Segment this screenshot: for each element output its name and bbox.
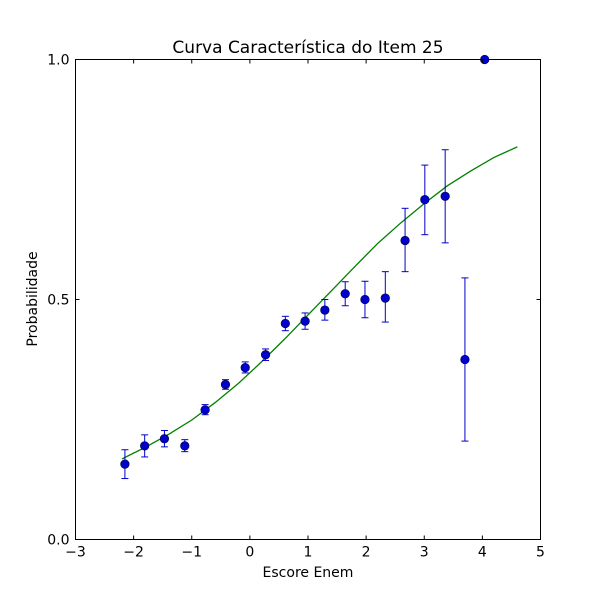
data-point [180,441,190,451]
data-point [400,235,410,246]
data-point [140,441,150,451]
data-point [460,354,470,365]
data-point [260,350,271,360]
data-point [200,405,210,415]
data-point [440,191,450,201]
errorbar-layer [121,149,469,480]
data-point [360,294,370,305]
tick-layer: −3 −2 −1 0 1 2 3 4 5 0.0 0.5 1.0 [47,53,545,561]
x-tick-label: 1 [304,545,313,561]
data-point [420,195,430,205]
y-tick-label: 0.0 [47,533,69,549]
x-tick-label: −3 [65,545,86,561]
data-point [220,379,231,390]
fitted-curve-line [121,146,518,460]
x-tick-label: 0 [245,545,254,561]
y-tick-label: 0.5 [47,293,69,309]
data-point [320,305,330,315]
x-tick-label: 3 [420,545,429,561]
y-tick-label: 1.0 [47,53,69,69]
data-point [300,316,310,326]
x-tick-label: −1 [181,545,202,561]
x-tick-label: 4 [478,545,487,561]
fitted-curve-layer [121,146,518,460]
data-point [380,293,390,303]
x-tick-label: 5 [536,545,545,561]
data-point [159,434,170,444]
data-point [280,318,290,329]
y-axis-label: Probabilidade [25,251,41,346]
data-point-layer [120,54,490,469]
data-point [340,289,350,299]
plot-frame [75,59,541,540]
data-point [240,363,250,373]
x-tick-label: 2 [362,545,371,561]
x-tick-label: −2 [123,545,144,561]
chart-title: Curva Característica do Item 25 [172,38,443,58]
data-point [120,459,130,469]
x-axis-label: Escore Enem [263,565,354,581]
